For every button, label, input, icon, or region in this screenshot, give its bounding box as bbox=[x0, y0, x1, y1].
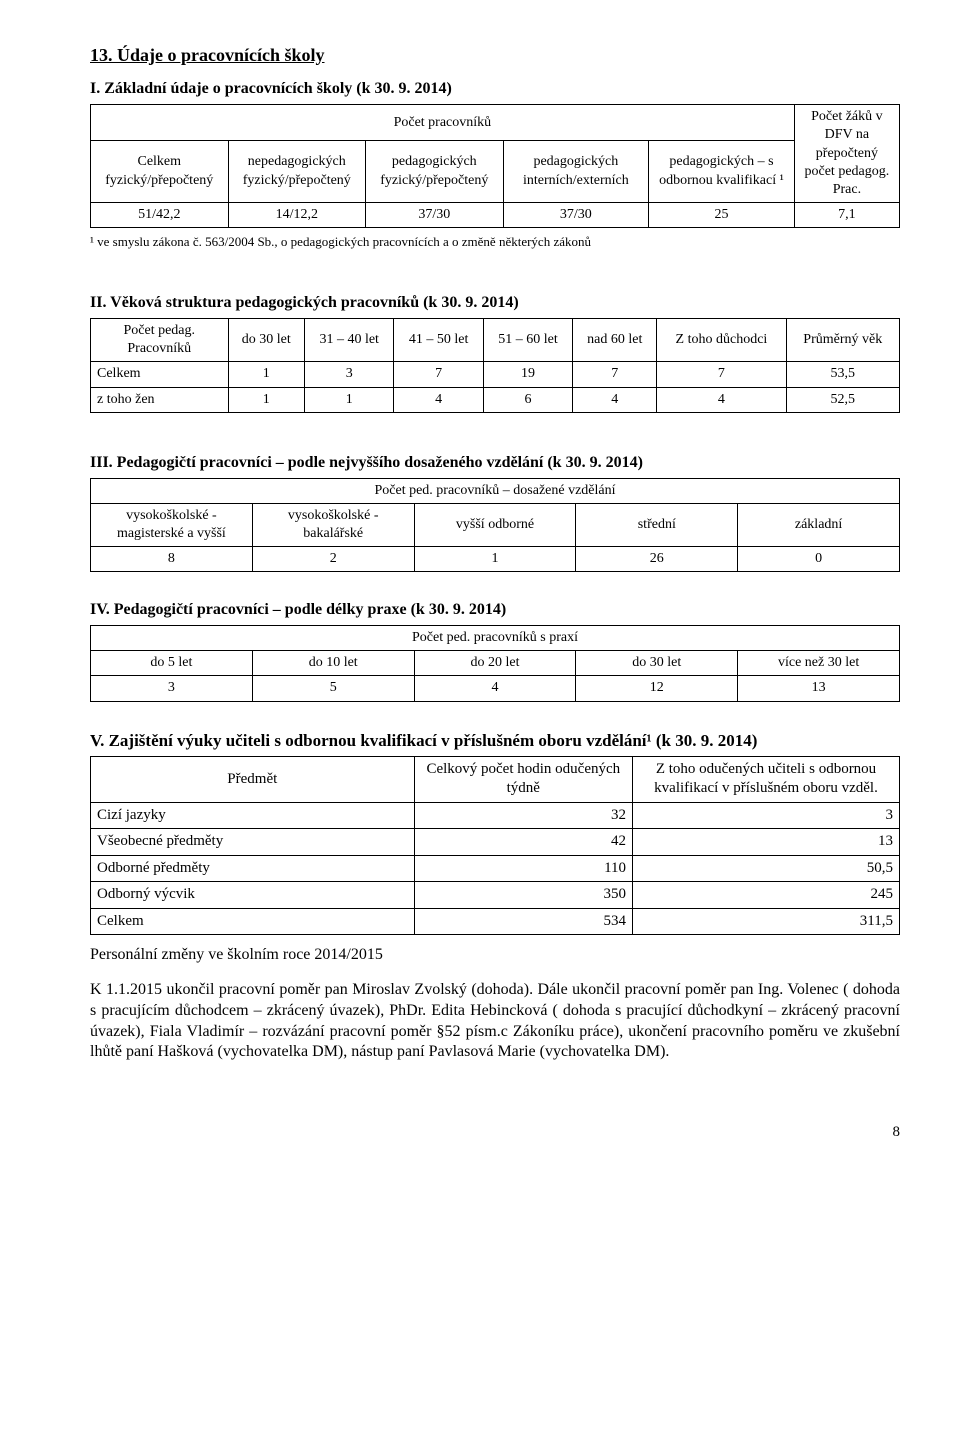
t1-top-right: Počet žáků v DFV na přepočtený počet ped… bbox=[794, 105, 899, 203]
table-cell: Celkem bbox=[91, 908, 415, 935]
table-cell: 7 bbox=[573, 362, 657, 387]
table-cell: 534 bbox=[414, 908, 632, 935]
t1-v1: 51/42,2 bbox=[91, 203, 229, 228]
table-cell: 32 bbox=[414, 802, 632, 829]
table-cell: 5 bbox=[252, 676, 414, 701]
t3-h1: vysokoškolské - magisterské a vyšší bbox=[91, 503, 253, 546]
table-cell: do 20 let bbox=[414, 651, 576, 676]
t5-h3: Z toho odučených učiteli s odbornou kval… bbox=[633, 756, 900, 802]
table-2: Počet pedag. Pracovníků do 30 let 31 – 4… bbox=[90, 318, 900, 413]
table-cell: 8 bbox=[91, 547, 253, 572]
table-cell: 50,5 bbox=[633, 855, 900, 882]
table-cell: Odborné předměty bbox=[91, 855, 415, 882]
t2-h6: nad 60 let bbox=[573, 319, 657, 362]
table-cell: 0 bbox=[738, 547, 900, 572]
t1-h1: Celkem fyzický/přepočtený bbox=[91, 141, 229, 203]
t1-heading: I. Základní údaje o pracovnících školy (… bbox=[90, 79, 900, 100]
t2-h8: Průměrný věk bbox=[786, 319, 899, 362]
t2-r2-label: z toho žen bbox=[91, 387, 229, 412]
t1-h4: pedagogických interních/externích bbox=[503, 141, 649, 203]
t2-h7: Z toho důchodci bbox=[657, 319, 786, 362]
table-cell: 13 bbox=[738, 676, 900, 701]
table-cell: 4 bbox=[414, 676, 576, 701]
t2-r1-label: Celkem bbox=[91, 362, 229, 387]
table-cell: 19 bbox=[483, 362, 572, 387]
t2-h1: Počet pedag. Pracovníků bbox=[91, 319, 229, 362]
table-cell: 1 bbox=[414, 547, 576, 572]
table-cell: 3 bbox=[91, 676, 253, 701]
table-cell: 245 bbox=[633, 882, 900, 909]
t1-v3: 37/30 bbox=[366, 203, 504, 228]
table-cell: 350 bbox=[414, 882, 632, 909]
table-cell: 42 bbox=[414, 829, 632, 856]
table-cell: 3 bbox=[304, 362, 393, 387]
t2-heading: II. Věková struktura pedagogických praco… bbox=[90, 293, 900, 314]
table-cell: Odborný výcvik bbox=[91, 882, 415, 909]
page-number: 8 bbox=[90, 1123, 900, 1143]
t1-v6: 7,1 bbox=[794, 203, 899, 228]
table-cell: do 30 let bbox=[576, 651, 738, 676]
table-cell: 7 bbox=[394, 362, 483, 387]
table-cell: 12 bbox=[576, 676, 738, 701]
table-cell: 1 bbox=[228, 387, 304, 412]
t5-h2: Celkový počet hodin odučených týdně bbox=[414, 756, 632, 802]
t1-v2: 14/12,2 bbox=[228, 203, 366, 228]
t3-top: Počet ped. pracovníků – dosažené vzdělán… bbox=[91, 478, 900, 503]
t1-footnote: ¹ ve smyslu zákona č. 563/2004 Sb., o pe… bbox=[90, 234, 900, 251]
table-1: Počet pracovníků Počet žáků v DFV na pře… bbox=[90, 104, 900, 228]
t3-heading: III. Pedagogičtí pracovníci – podle nejv… bbox=[90, 453, 900, 474]
t1-h5: pedagogických – s odbornou kvalifikací ¹ bbox=[649, 141, 795, 203]
table-cell: do 5 let bbox=[91, 651, 253, 676]
t2-h4: 41 – 50 let bbox=[394, 319, 483, 362]
section-title: 13. Údaje o pracovnících školy bbox=[90, 44, 900, 67]
t3-h2: vysokoškolské - bakalářské bbox=[252, 503, 414, 546]
table-cell: Všeobecné předměty bbox=[91, 829, 415, 856]
t1-top-left: Počet pracovníků bbox=[91, 105, 795, 141]
table-cell: 1 bbox=[228, 362, 304, 387]
table-cell: 53,5 bbox=[786, 362, 899, 387]
table-cell: více než 30 let bbox=[738, 651, 900, 676]
t3-h5: základní bbox=[738, 503, 900, 546]
table-cell: 52,5 bbox=[786, 387, 899, 412]
table-cell: do 10 let bbox=[252, 651, 414, 676]
table-cell: 7 bbox=[657, 362, 786, 387]
t3-h4: střední bbox=[576, 503, 738, 546]
table-5: Předmět Celkový počet hodin odučených tý… bbox=[90, 756, 900, 936]
t5-heading: V. Zajištění výuky učiteli s odbornou kv… bbox=[90, 730, 900, 752]
table-cell: 2 bbox=[252, 547, 414, 572]
t1-h2: nepedagogických fyzický/přepočtený bbox=[228, 141, 366, 203]
t2-h3: 31 – 40 let bbox=[304, 319, 393, 362]
t4-top: Počet ped. pracovníků s praxí bbox=[91, 626, 900, 651]
t1-h3: pedagogických fyzický/přepočtený bbox=[366, 141, 504, 203]
t2-h5: 51 – 60 let bbox=[483, 319, 572, 362]
t2-h2: do 30 let bbox=[228, 319, 304, 362]
table-cell: 110 bbox=[414, 855, 632, 882]
t5-h1: Předmět bbox=[91, 756, 415, 802]
table-cell: 13 bbox=[633, 829, 900, 856]
table-cell: 3 bbox=[633, 802, 900, 829]
personnel-heading: Personální změny ve školním roce 2014/20… bbox=[90, 945, 900, 966]
table-cell: 4 bbox=[573, 387, 657, 412]
personnel-text: K 1.1.2015 ukončil pracovní poměr pan Mi… bbox=[90, 980, 900, 1063]
t3-h3: vyšší odborné bbox=[414, 503, 576, 546]
table-3: Počet ped. pracovníků – dosažené vzdělán… bbox=[90, 478, 900, 573]
table-cell: 4 bbox=[657, 387, 786, 412]
table-cell: 6 bbox=[483, 387, 572, 412]
table-cell: 1 bbox=[304, 387, 393, 412]
t1-v4: 37/30 bbox=[503, 203, 649, 228]
table-cell: 26 bbox=[576, 547, 738, 572]
table-cell: 311,5 bbox=[633, 908, 900, 935]
t4-heading: IV. Pedagogičtí pracovníci – podle délky… bbox=[90, 600, 900, 621]
table-cell: 4 bbox=[394, 387, 483, 412]
t1-v5: 25 bbox=[649, 203, 795, 228]
table-cell: Cizí jazyky bbox=[91, 802, 415, 829]
table-4: Počet ped. pracovníků s praxí do 5 let d… bbox=[90, 625, 900, 702]
